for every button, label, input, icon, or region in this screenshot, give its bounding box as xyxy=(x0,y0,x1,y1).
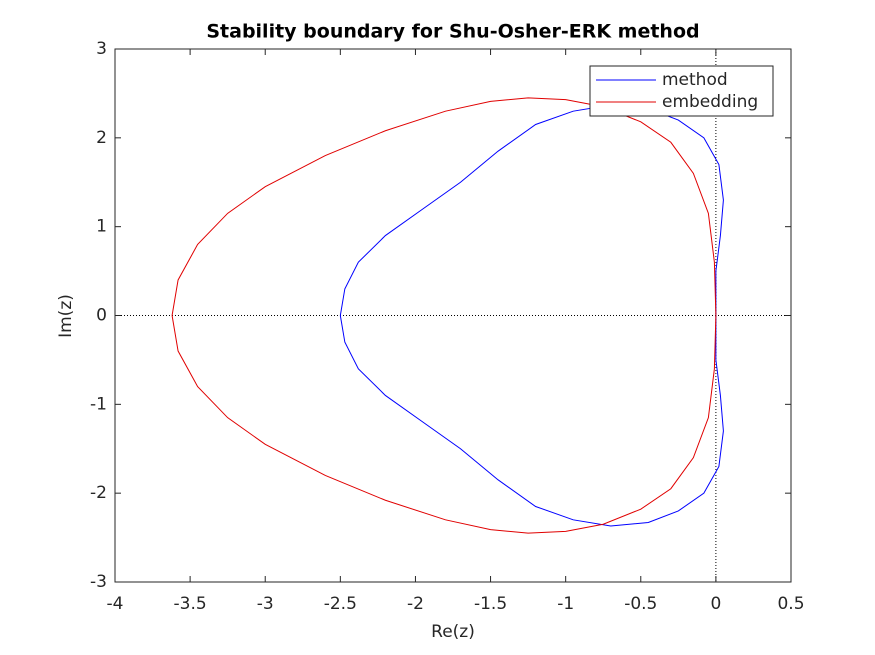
y-axis-label: Im(z) xyxy=(56,294,76,338)
x-tick-label: -2.5 xyxy=(324,594,357,614)
x-tick-label: -4 xyxy=(107,594,124,614)
x-tick-label: -1 xyxy=(557,594,574,614)
y-tick-label: 1 xyxy=(96,217,107,237)
chart-title: Stability boundary for Shu-Osher-ERK met… xyxy=(206,21,699,43)
y-tick-label: -1 xyxy=(90,394,107,414)
x-tick-label: -0.5 xyxy=(624,594,657,614)
y-tick-label: -3 xyxy=(90,572,107,592)
y-tick-label: -2 xyxy=(90,483,107,503)
series-line xyxy=(171,97,717,534)
x-tick-label: -2 xyxy=(407,594,424,614)
plot-frame xyxy=(114,48,792,583)
x-tick-label: -1.5 xyxy=(474,594,507,614)
x-tick-label: 0 xyxy=(710,594,721,614)
x-tick-label: -3.5 xyxy=(174,594,207,614)
y-tick-label: 2 xyxy=(96,128,107,148)
x-tick-label: 0.5 xyxy=(777,594,804,614)
legend-label: embedding xyxy=(662,92,758,112)
legend-label: method xyxy=(662,70,728,90)
x-tick-label: -3 xyxy=(257,594,274,614)
y-tick-label: 0 xyxy=(96,306,107,326)
y-tick-label: 3 xyxy=(96,39,107,59)
legend-box xyxy=(589,65,774,117)
x-axis-label: Re(z) xyxy=(431,622,475,642)
